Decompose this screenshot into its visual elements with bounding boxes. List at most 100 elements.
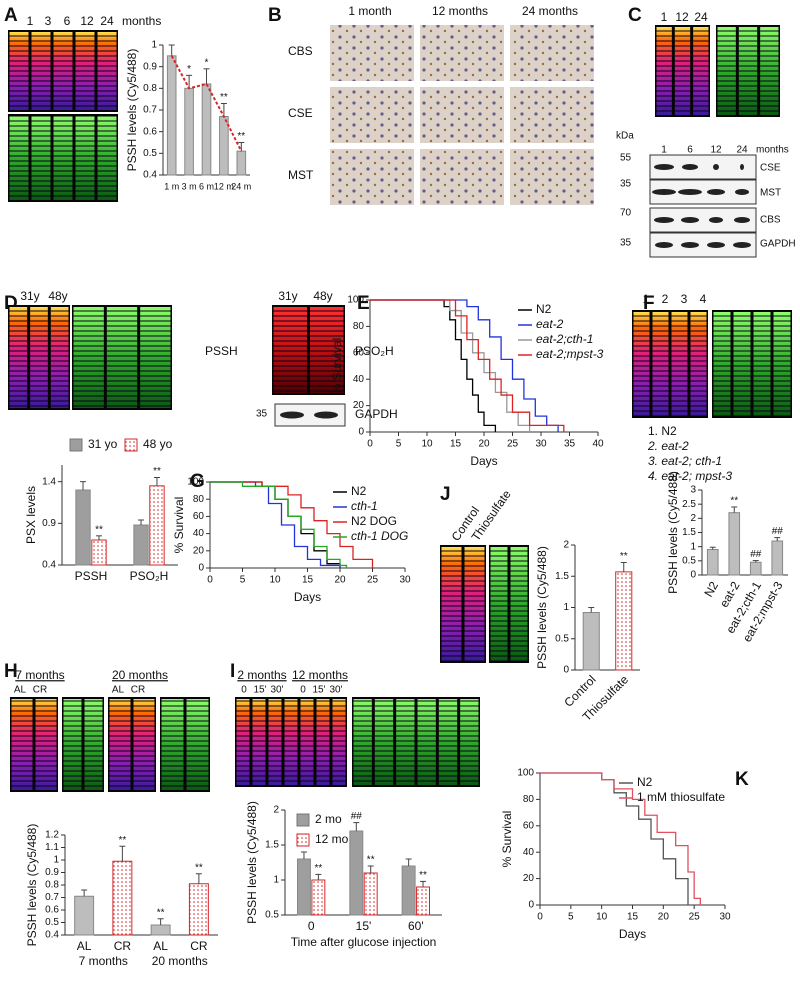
- bar: [296, 858, 311, 916]
- legend-swatch: [124, 438, 138, 452]
- y-tick-label: 0.5: [682, 555, 696, 566]
- blot-bands: [63, 699, 82, 790]
- x-tick-label: 24 m: [231, 181, 251, 191]
- lane-label: 48y: [313, 289, 332, 303]
- lane-label: 30': [270, 685, 283, 696]
- y-tick-label: 0.9: [45, 867, 59, 878]
- legend-swatch: [296, 833, 310, 847]
- blot-bands: [97, 116, 117, 200]
- blot-bands: [633, 312, 650, 416]
- panel-letter: H: [4, 661, 18, 682]
- legend-label: N2: [536, 302, 552, 316]
- blot-bands: [268, 699, 282, 785]
- lane-label: CR: [131, 685, 145, 696]
- y-tick-label: 1: [690, 541, 696, 552]
- y-tick-label: 2: [273, 805, 279, 816]
- y-axis-label: PSSH levels (Cy5/488): [125, 49, 139, 172]
- row-label: CSE: [288, 106, 313, 120]
- lane-label: 1: [661, 10, 668, 24]
- legend-label: eat-2;cth-1: [536, 332, 593, 346]
- western-band: [713, 164, 719, 170]
- lane-label: 24: [694, 10, 708, 24]
- blot-bands: [490, 547, 508, 661]
- x-tick-label: 10: [421, 439, 433, 450]
- legend-label: N2: [637, 775, 653, 789]
- y-tick-label: 0.4: [143, 170, 157, 181]
- x-tick-label: 20: [658, 912, 670, 923]
- lane-label: 0: [241, 685, 247, 696]
- x-tick-label: 10: [269, 575, 281, 586]
- significance-label: **: [730, 496, 738, 507]
- y-tick-label: 0.4: [45, 930, 59, 941]
- lane-label: AL: [112, 685, 125, 696]
- lane-label: 12: [675, 10, 689, 24]
- blot-bands: [53, 32, 73, 110]
- y-axis-label: PSSH levels (Cy5/488): [666, 471, 680, 594]
- y-axis-label: % Survival: [172, 497, 186, 554]
- y-tick-label: 40: [353, 374, 365, 385]
- western-band: [707, 242, 725, 248]
- y-tick-label: 0.5: [143, 148, 157, 159]
- bar: [75, 489, 91, 566]
- blot-bands: [236, 699, 250, 785]
- group-label: 20 months: [112, 668, 168, 682]
- legend-swatch: [296, 813, 310, 827]
- y-tick-label: 0.7: [143, 105, 157, 116]
- western-band: [734, 217, 750, 223]
- x-axis-label: Days: [470, 454, 497, 468]
- bar: [150, 924, 171, 936]
- protein-label: MST: [760, 188, 781, 199]
- y-tick-label: 0.9: [143, 61, 157, 72]
- lane-label: 3: [45, 14, 52, 28]
- y-axis-label: PSSH levels (Cy5/488): [535, 546, 549, 669]
- group-label: 2 months: [237, 668, 286, 682]
- blot-bands: [396, 699, 415, 785]
- blot-bands: [97, 32, 117, 110]
- y-tick-label: 0.6: [143, 126, 157, 137]
- x-tick-label: 5: [396, 439, 402, 450]
- y-tick-label: 0: [690, 570, 696, 581]
- y-tick-label: 40: [523, 847, 535, 858]
- blot-bands: [674, 27, 691, 115]
- western-band: [654, 164, 674, 170]
- micrograph-cells: [330, 149, 414, 205]
- y-tick-label: 1.1: [45, 842, 59, 853]
- micrograph-cells: [330, 87, 414, 143]
- y-tick-label: 0: [528, 900, 534, 911]
- y-tick-label: 0.4: [42, 560, 56, 571]
- blot-bands: [316, 699, 330, 785]
- panel-letter: F: [643, 293, 655, 314]
- bar: [184, 87, 194, 176]
- blot-bands: [353, 699, 372, 785]
- bar: [363, 872, 378, 916]
- x-tick-label: AL: [77, 939, 92, 953]
- blot-bands: [510, 547, 528, 661]
- significance-label: **: [220, 92, 228, 103]
- y-axis-label: PSSH levels (Cy5/488): [245, 801, 259, 924]
- blot-bands: [760, 27, 779, 115]
- marker-label: 70: [620, 208, 632, 219]
- x-tick-label: 15: [302, 575, 314, 586]
- blot-bands: [106, 307, 138, 408]
- lane-label: 1: [27, 14, 34, 28]
- x-tick-label: CR: [114, 939, 132, 953]
- significance-label: *: [205, 57, 209, 68]
- y-tick-label: 20: [523, 873, 535, 884]
- micrograph-cells: [510, 87, 594, 143]
- key-item: 2. eat-2: [647, 439, 689, 453]
- legend-label: 12 mo: [315, 832, 349, 846]
- lane-label: 1: [661, 145, 667, 156]
- legend-label: N2 DOG: [351, 514, 397, 528]
- significance-label: **: [367, 855, 375, 866]
- x-tick-label: 15: [450, 439, 462, 450]
- protein-label: GAPDH: [355, 407, 398, 421]
- bar: [219, 116, 229, 176]
- y-tick-label: 0: [563, 665, 569, 676]
- y-tick-label: 100: [517, 768, 534, 779]
- y-tick-label: 0.9: [42, 518, 56, 529]
- bar: [166, 55, 177, 176]
- y-tick-label: 100: [187, 477, 204, 488]
- blot-bands: [438, 699, 458, 785]
- group-label: 7 months: [79, 954, 128, 968]
- blot-bands: [374, 699, 394, 785]
